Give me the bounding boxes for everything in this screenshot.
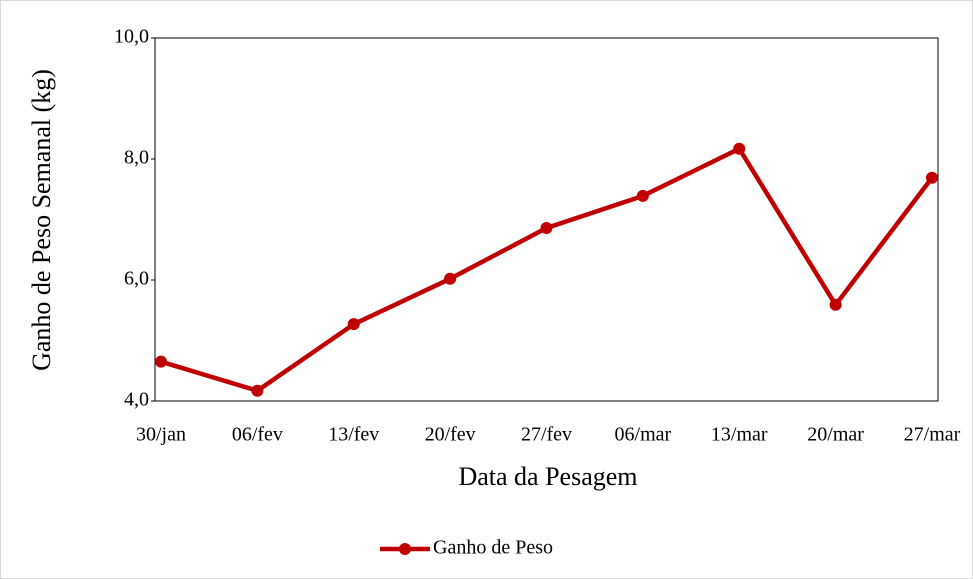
data-point xyxy=(347,318,360,331)
data-point xyxy=(733,142,746,155)
y-tick-label: 6,0 xyxy=(124,268,149,290)
y-tick-label: 4,0 xyxy=(124,389,149,411)
data-point xyxy=(829,298,842,311)
y-tick-label: 8,0 xyxy=(124,147,149,169)
legend-label: Ganho de Peso xyxy=(433,537,553,559)
y-axis-label: Ganho de Peso Semanal (kg) xyxy=(27,69,56,371)
x-tick-label: 27/mar xyxy=(904,424,961,446)
data-point xyxy=(540,221,553,234)
x-tick-label: 13/mar xyxy=(711,424,768,446)
x-tick-label: 30/jan xyxy=(136,424,186,446)
plot-border xyxy=(154,37,939,402)
x-tick-label: 13/fev xyxy=(328,424,379,446)
x-tick-label: 06/fev xyxy=(232,424,283,446)
data-point xyxy=(251,384,264,397)
x-tick-label: 27/fev xyxy=(521,424,572,446)
x-tick-label: 20/fev xyxy=(425,424,476,446)
data-point xyxy=(444,272,457,285)
x-tick-label: 20/mar xyxy=(807,424,864,446)
data-point xyxy=(636,189,649,202)
data-point xyxy=(926,171,938,184)
y-tick-label: 10,0 xyxy=(114,26,149,48)
x-tick-label: 06/mar xyxy=(615,424,672,446)
data-point xyxy=(155,355,167,368)
x-axis-label: Data da Pesagem xyxy=(458,462,637,491)
legend-marker xyxy=(399,543,411,555)
